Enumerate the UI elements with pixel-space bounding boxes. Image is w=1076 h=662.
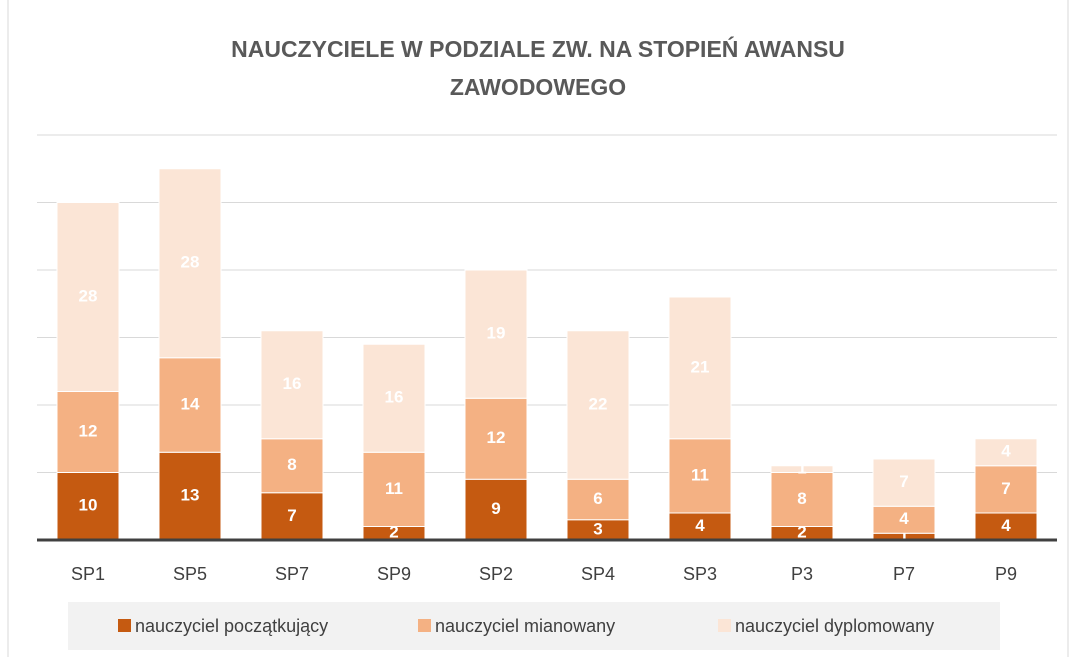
bar-segment — [158, 451, 222, 541]
data-label: 2 — [797, 523, 806, 542]
bar-segment — [158, 357, 222, 453]
data-label: 3 — [593, 519, 602, 538]
data-label: 4 — [695, 516, 705, 535]
data-label: 11 — [385, 479, 403, 498]
data-label: 19 — [487, 324, 506, 343]
bar-segment — [668, 512, 732, 541]
data-label: 11 — [691, 465, 709, 484]
x-tick-label: P7 — [893, 564, 915, 584]
bar-segment — [668, 438, 732, 514]
data-label: 4 — [1001, 442, 1011, 461]
data-label: 9 — [491, 499, 500, 518]
bar-segment — [260, 492, 324, 541]
data-label: 14 — [181, 394, 200, 413]
bar-segment — [566, 330, 630, 480]
bar-segment — [872, 505, 936, 534]
legend-label: nauczyciel mianowany — [435, 616, 615, 636]
x-tick-label: SP4 — [581, 564, 615, 584]
data-label: 13 — [181, 486, 200, 505]
chart-border — [7, 0, 1069, 662]
legend-swatch — [718, 619, 731, 632]
x-tick-label: SP9 — [377, 564, 411, 584]
legend-swatch — [118, 619, 131, 632]
bar-segment — [56, 391, 120, 473]
data-label: 10 — [79, 496, 98, 515]
bar-segment — [770, 465, 834, 473]
bar-segment — [464, 269, 528, 399]
data-label: 7 — [1001, 479, 1010, 498]
x-tick-label: SP2 — [479, 564, 513, 584]
data-label: 7 — [899, 472, 908, 491]
x-tick-label: SP1 — [71, 564, 105, 584]
data-label: 16 — [283, 374, 302, 393]
bar-segment — [668, 296, 732, 440]
data-label: 2 — [389, 523, 398, 542]
data-label: 12 — [487, 428, 506, 447]
bar-segment — [362, 343, 426, 453]
bar-segment — [362, 451, 426, 527]
bar-segment — [260, 438, 324, 494]
data-label: 12 — [79, 421, 98, 440]
legend-label: nauczyciel początkujący — [135, 616, 328, 636]
legend-swatch — [418, 619, 431, 632]
data-label: 8 — [797, 489, 806, 508]
data-label: 1 — [797, 459, 806, 478]
x-tick-label: SP7 — [275, 564, 309, 584]
bar-segment — [56, 202, 120, 392]
data-label: 4 — [899, 509, 909, 528]
legend-label: nauczyciel dyplomowany — [735, 616, 934, 636]
data-label: 22 — [589, 394, 608, 413]
bar-segment — [974, 465, 1038, 514]
bar-segment — [260, 330, 324, 440]
data-label: 28 — [181, 253, 200, 272]
data-label: 6 — [593, 489, 602, 508]
bar-segment — [464, 478, 528, 541]
x-tick-label: SP3 — [683, 564, 717, 584]
data-label: 7 — [287, 506, 296, 525]
data-label: 4 — [1001, 516, 1011, 535]
x-tick-label: P3 — [791, 564, 813, 584]
bar-segment — [974, 438, 1038, 467]
data-label: 16 — [385, 388, 404, 407]
bar-segment — [56, 472, 120, 541]
legend-box — [68, 602, 1000, 650]
x-tick-label: P9 — [995, 564, 1017, 584]
bar-segment — [872, 458, 936, 507]
data-label: 21 — [691, 357, 710, 376]
data-label: 28 — [79, 286, 98, 305]
bar-segment — [464, 397, 528, 480]
data-label: 1 — [899, 526, 908, 545]
x-tick-label: SP5 — [173, 564, 207, 584]
data-label: 8 — [287, 455, 296, 474]
bar-segment — [158, 168, 222, 359]
chart-title: NAUCZYCIELE W PODZIALE ZW. NA STOPIEŃ AW… — [231, 36, 845, 100]
